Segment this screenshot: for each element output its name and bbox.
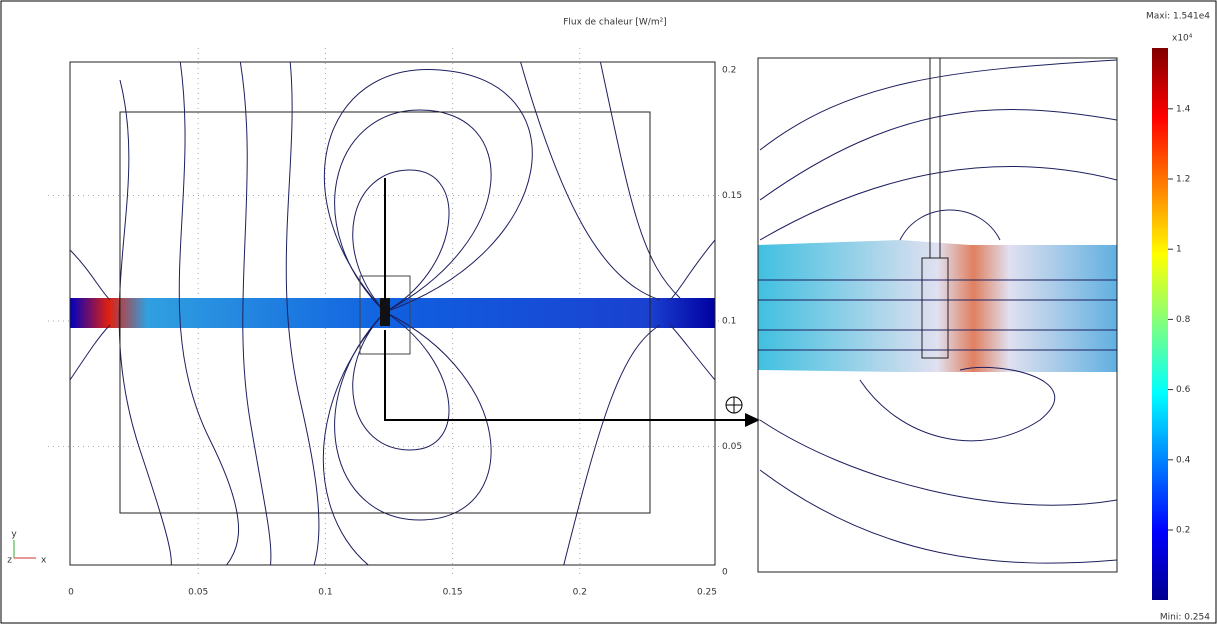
colorbar-tick-label: 1 xyxy=(1176,245,1182,255)
triad-label: z xyxy=(7,556,12,566)
y-tick-label: 0 xyxy=(722,568,728,578)
inner-frame xyxy=(119,111,651,514)
arrow-head xyxy=(745,413,760,427)
x-tick-label: 0.2 xyxy=(573,588,587,598)
plus-cross xyxy=(726,397,742,413)
triad-label: x xyxy=(41,556,47,566)
zoom-plot xyxy=(758,59,1117,564)
colorbar-tick-label: 0.6 xyxy=(1176,385,1191,395)
y-tick-label: 0.05 xyxy=(722,442,742,452)
plot-title: Flux de chaleur [W/m²] xyxy=(563,18,666,28)
zoom-sensor xyxy=(921,257,949,359)
y-tick-label: 0.2 xyxy=(722,66,736,76)
colorbar-multiplier: x10⁴ xyxy=(1172,34,1193,44)
colorbar-tick-label: 1.2 xyxy=(1176,175,1190,185)
x-tick-label: 0 xyxy=(68,588,74,598)
left-plot xyxy=(70,62,715,565)
x-tick-label: 0.15 xyxy=(443,588,463,598)
x-tick-label: 0.1 xyxy=(318,588,332,598)
y-tick-label: 0.15 xyxy=(722,191,742,201)
y-tick-label: 0.1 xyxy=(722,317,736,327)
max-label: Maxi: 1.541e4 xyxy=(1146,12,1210,22)
colorbar-tick-label: 1.4 xyxy=(1176,104,1191,114)
zoom-frame xyxy=(757,57,1118,573)
arrow xyxy=(384,330,745,421)
triad-label: y xyxy=(11,530,17,540)
min-label: Mini: 0.254 xyxy=(1160,613,1210,623)
colorbar-tick-label: 0.2 xyxy=(1176,526,1190,536)
colorbar-tick-label: 0.4 xyxy=(1176,455,1191,465)
x-tick-label: 0.05 xyxy=(188,588,208,598)
sensor xyxy=(380,298,390,326)
colorbar-tick-label: 0.8 xyxy=(1176,315,1191,325)
domain-frame xyxy=(69,61,716,566)
x-tick-label: 0.25 xyxy=(697,588,717,598)
colorbar xyxy=(1152,48,1168,600)
